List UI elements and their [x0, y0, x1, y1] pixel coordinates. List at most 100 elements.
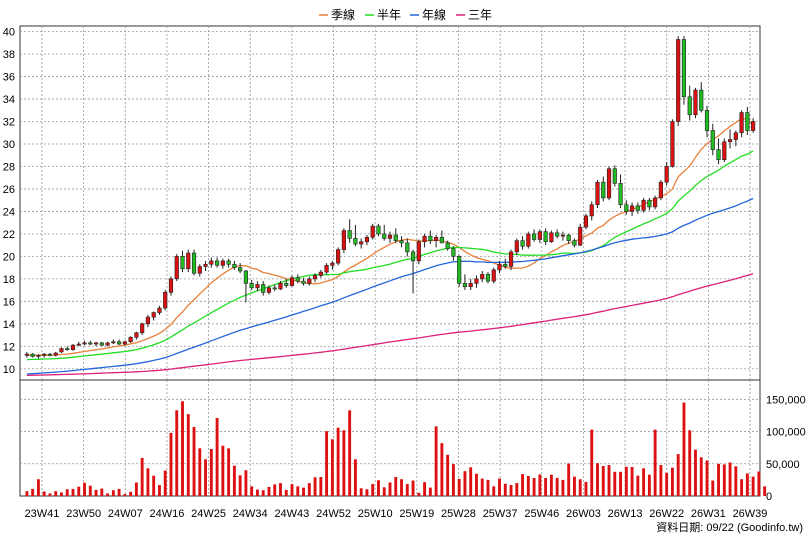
- volume-bar: [204, 459, 207, 496]
- x-tick-label: 23W41: [25, 508, 60, 520]
- volume-tick-label: 100,000: [766, 427, 806, 439]
- candle-body: [24, 353, 29, 356]
- volume-bar: [573, 476, 576, 496]
- candle-body: [681, 39, 687, 98]
- candle-body: [387, 234, 393, 239]
- candle-body: [324, 265, 329, 273]
- candle-body: [549, 232, 554, 243]
- x-tick-label: 26W03: [566, 508, 601, 520]
- candle-body: [93, 342, 99, 345]
- candle-body: [312, 275, 318, 280]
- candle-body: [555, 232, 560, 237]
- volume-bar: [711, 480, 715, 496]
- price-tick-label: 32: [3, 117, 15, 129]
- x-tick-label: 25W19: [399, 508, 434, 520]
- candle-body: [422, 235, 427, 243]
- volume-bar: [653, 429, 657, 496]
- candle-body: [676, 39, 681, 122]
- volume-bar: [705, 460, 709, 496]
- volume-bar: [31, 488, 35, 496]
- candle-body: [699, 89, 704, 111]
- ma-line-3: [26, 197, 754, 375]
- candle-body: [451, 248, 456, 257]
- volume-bar: [480, 478, 484, 496]
- volume-bar: [169, 432, 173, 496]
- volume-bar: [83, 482, 86, 496]
- volume-bar: [555, 477, 559, 496]
- candle-body: [255, 284, 260, 289]
- volume-bar: [388, 482, 392, 496]
- volume-bar: [302, 487, 305, 496]
- x-tick-label: 26W22: [649, 508, 684, 520]
- candle-body: [330, 262, 335, 266]
- x-tick-label: 24W34: [233, 508, 268, 520]
- candle-body: [566, 234, 571, 241]
- volume-bar: [325, 431, 329, 496]
- volume-bar: [526, 476, 530, 496]
- candle-body: [601, 181, 606, 199]
- volume-bar: [463, 471, 467, 496]
- volume-bar: [348, 410, 352, 496]
- volume-bar: [244, 470, 248, 496]
- candle-body: [716, 149, 721, 161]
- volume-bar: [561, 479, 565, 496]
- volume-bar: [106, 493, 110, 496]
- volume-bar: [642, 468, 646, 496]
- volume-bar: [134, 482, 138, 496]
- volume-bar: [688, 430, 692, 496]
- volume-bar: [100, 488, 104, 496]
- candle-body: [88, 342, 93, 345]
- volume-bar: [261, 490, 265, 496]
- candle-body: [641, 199, 646, 211]
- volume-bar: [42, 491, 46, 496]
- candle-body: [497, 263, 502, 271]
- volume-bar: [676, 454, 680, 496]
- candle-body: [53, 352, 58, 356]
- candle-body: [134, 332, 139, 338]
- candle-body: [722, 141, 727, 161]
- candle-body: [289, 277, 295, 286]
- candle-body: [572, 240, 577, 246]
- price-tick-label: 12: [3, 341, 15, 353]
- volume-bar: [584, 481, 588, 496]
- legend-label-quarter: 季線: [331, 7, 355, 22]
- volume-bar: [365, 489, 369, 496]
- candle-body: [76, 343, 81, 346]
- volume-bar: [221, 445, 225, 496]
- candle-body: [238, 267, 243, 272]
- volume-bar: [117, 488, 121, 496]
- candle-body: [589, 204, 594, 217]
- candle-body: [399, 240, 404, 244]
- price-tick-label: 18: [3, 274, 15, 286]
- volume-bar: [382, 487, 386, 496]
- price-tick-label: 14: [3, 319, 15, 331]
- candle-body: [122, 341, 127, 345]
- price-tick-label: 38: [3, 49, 15, 61]
- volume-bar: [65, 489, 69, 496]
- candle-body: [243, 270, 248, 284]
- volume-panel: 0 50,000 100,000 150,000: [19, 379, 806, 503]
- candle-body: [434, 236, 439, 241]
- candle-body: [410, 251, 416, 262]
- candle-body: [364, 236, 370, 243]
- volume-bar: [469, 467, 473, 496]
- volume-bar: [682, 402, 686, 496]
- candle-body: [47, 353, 53, 356]
- price-panel: 10 12 14 16 18 20 22 24 26 28 30 32 34 36 38 40: [3, 25, 761, 381]
- candle-body: [462, 283, 468, 288]
- candle-body: [751, 121, 756, 131]
- x-tick-label: 24W07: [108, 508, 143, 520]
- candle-body: [65, 348, 70, 350]
- volume-bar: [740, 479, 744, 496]
- volume-bar: [111, 490, 115, 496]
- candle-body: [140, 323, 145, 334]
- candle-body: [629, 205, 635, 212]
- volume-bar: [722, 464, 726, 496]
- candle-body: [42, 353, 47, 356]
- volume-bar: [36, 479, 40, 496]
- candle-body: [197, 266, 202, 274]
- volume-bar: [503, 483, 507, 496]
- volume-bar: [359, 488, 363, 496]
- ma-line-4: [26, 273, 754, 377]
